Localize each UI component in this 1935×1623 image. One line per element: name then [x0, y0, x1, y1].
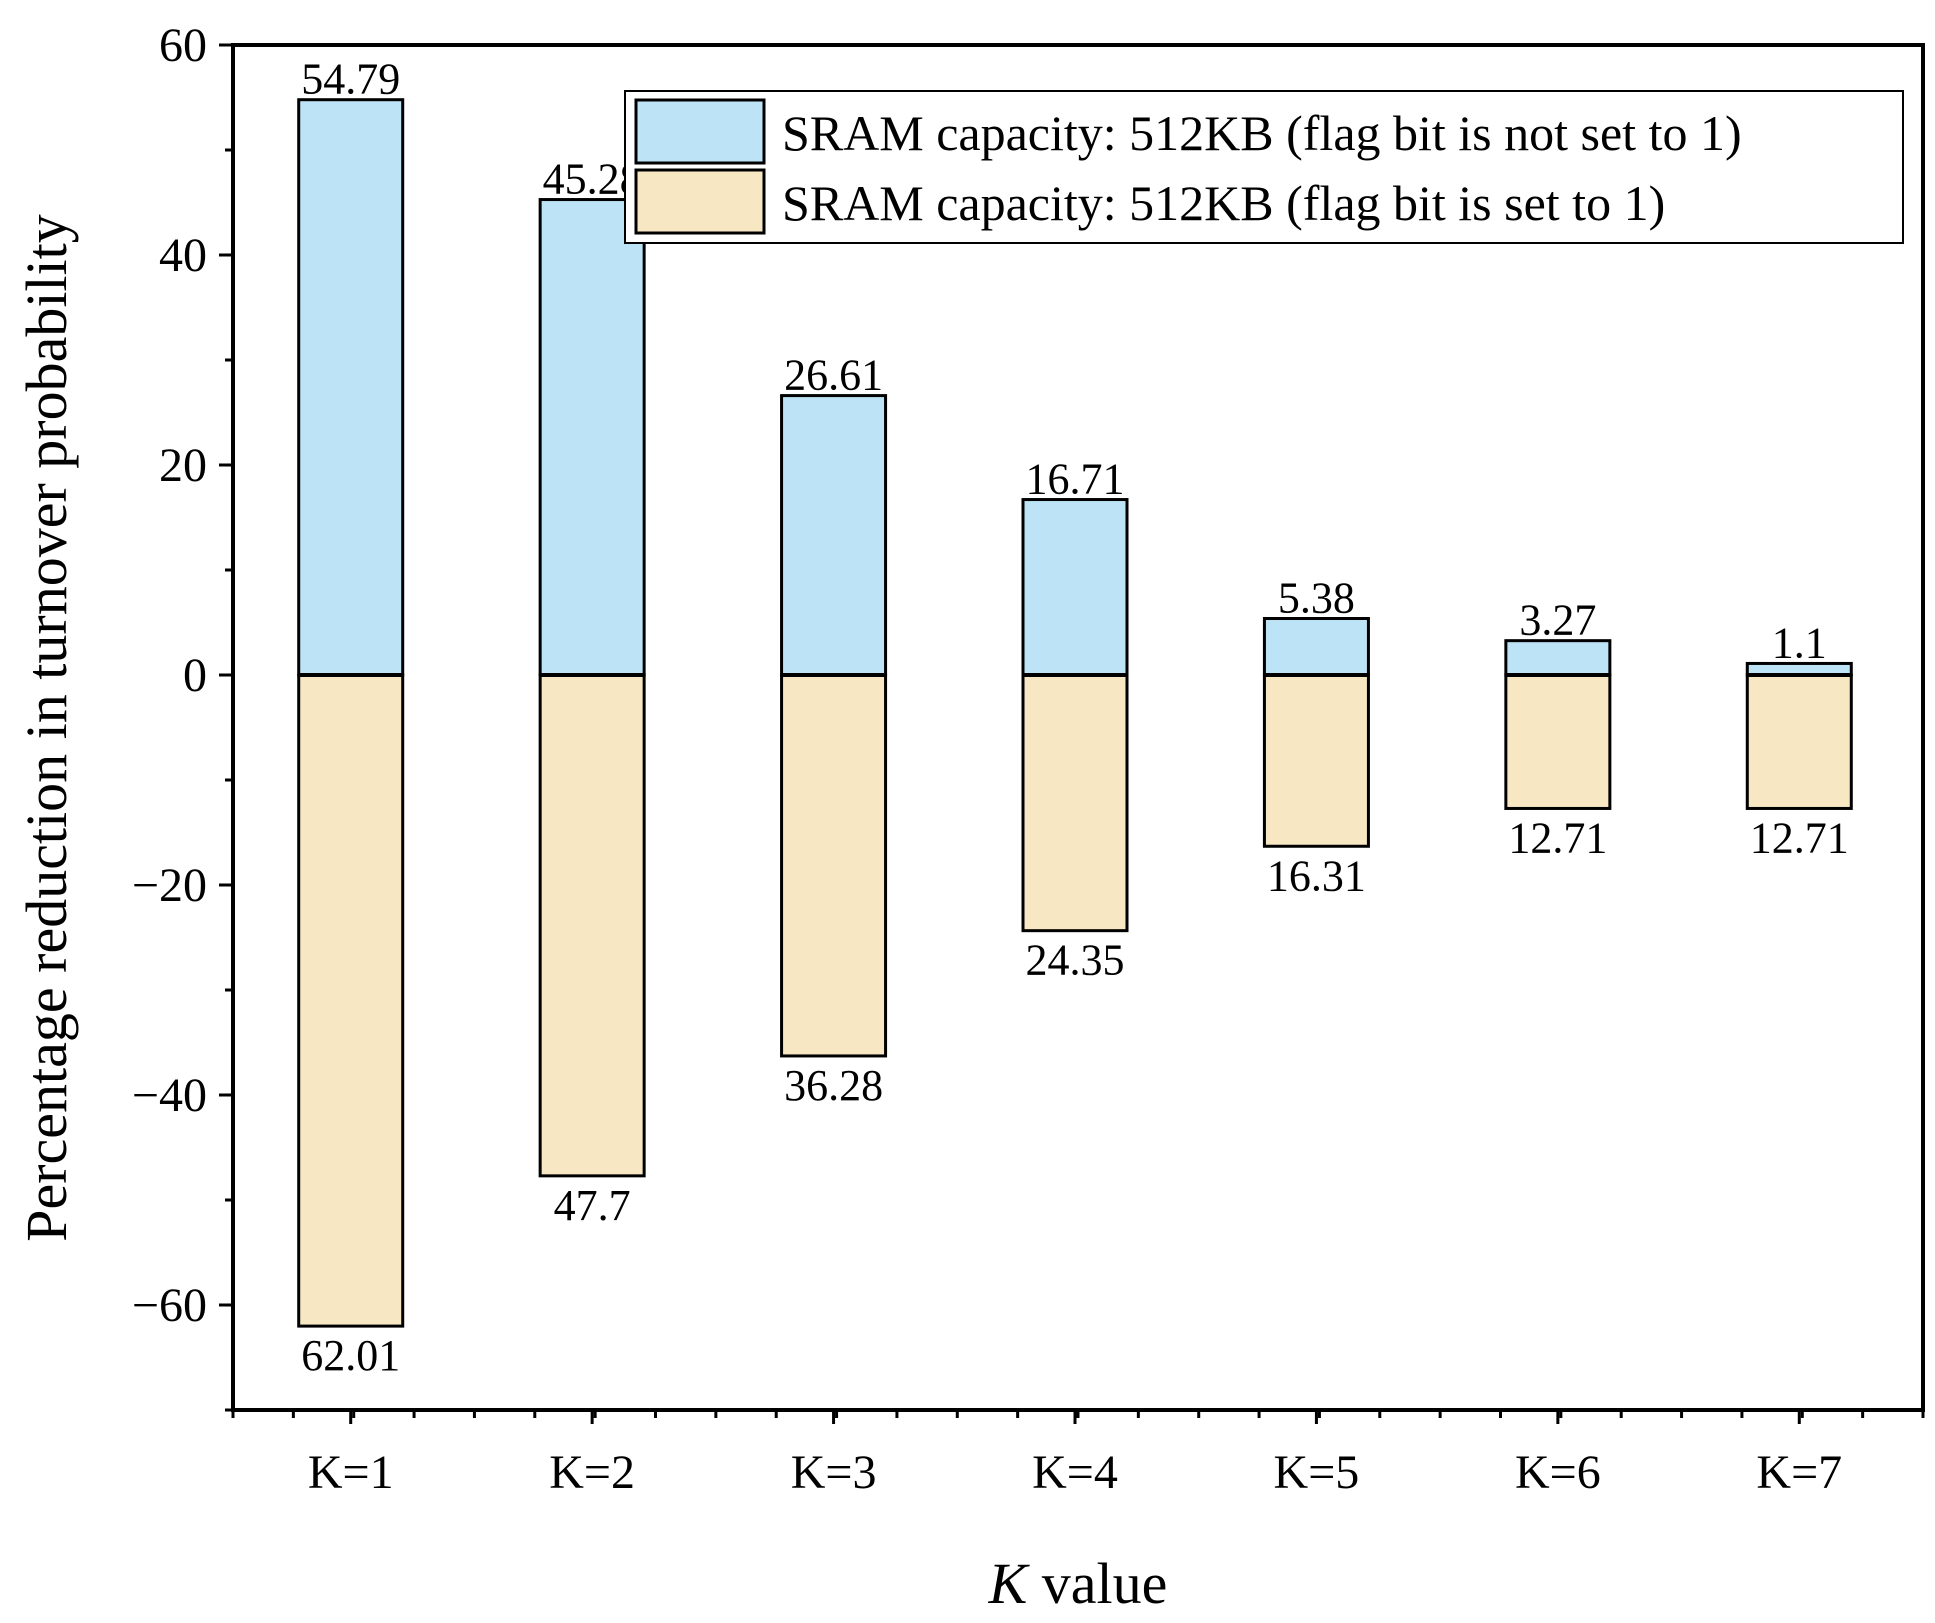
- data-label-not-set-7: 1.1: [1772, 618, 1827, 667]
- data-label-not-set-6: 3.27: [1519, 596, 1596, 645]
- data-label-set-3: 36.28: [784, 1061, 883, 1110]
- legend-label-set: SRAM capacity: 512KB (flag bit is set to…: [782, 175, 1665, 231]
- data-label-set-1: 62.01: [301, 1331, 400, 1380]
- bar-not-set-6: [1504, 639, 1612, 677]
- data-label-set-7: 12.71: [1750, 813, 1849, 862]
- y-tick-label: 60: [159, 19, 207, 72]
- y-tick-label: 0: [183, 649, 207, 702]
- bar-set-4: [1021, 673, 1129, 933]
- bar-set-1: [297, 673, 405, 1328]
- x-tick-label-1: K=1: [308, 1446, 394, 1499]
- legend-swatch-not-set: [634, 98, 766, 165]
- y-axis-title: Percentage reduction in turnover probabi…: [14, 214, 79, 1242]
- bar-not-set-1: [297, 98, 405, 677]
- x-tick-label-5: K=5: [1274, 1446, 1360, 1499]
- bar-not-set-5: [1262, 617, 1370, 677]
- x-axis-title-rest: value: [1027, 1551, 1167, 1616]
- data-label-not-set-5: 5.38: [1278, 574, 1355, 623]
- data-label-set-6: 12.71: [1508, 813, 1607, 862]
- bar-set-5: [1262, 673, 1370, 848]
- data-label-set-2: 47.7: [554, 1181, 631, 1230]
- bar-set-3: [780, 673, 888, 1058]
- bars-layer: [297, 98, 1853, 1328]
- legend-frame: [624, 90, 1904, 244]
- y-tick-label: −40: [132, 1069, 207, 1122]
- y-axis: 60 40 20 0 −20 −40 −60: [132, 19, 233, 1412]
- y-tick-label: 40: [159, 229, 207, 282]
- bar-set-6: [1504, 673, 1612, 810]
- y-tick-label: 20: [159, 439, 207, 492]
- x-tick-label-2: K=2: [549, 1446, 635, 1499]
- bar-not-set-3: [780, 394, 888, 677]
- y-tick-label: −60: [132, 1279, 207, 1332]
- x-axis-title-italic: K: [988, 1551, 1031, 1616]
- data-label-set-4: 24.35: [1026, 936, 1125, 985]
- x-axis: K=1 K=2 K=3 K=4 K=5 K=6 K=7: [231, 1410, 1925, 1499]
- y-tick-label: −20: [132, 859, 207, 912]
- bar-not-set-4: [1021, 498, 1129, 677]
- legend-label-not-set: SRAM capacity: 512KB (flag bit is not se…: [782, 105, 1742, 161]
- data-label-not-set-4: 16.71: [1026, 455, 1125, 504]
- x-axis-title: K value: [988, 1551, 1168, 1616]
- bar-set-7: [1745, 673, 1853, 810]
- bar-not-set-2: [538, 198, 646, 677]
- data-label-set-5: 16.31: [1267, 851, 1366, 900]
- x-tick-label-3: K=3: [791, 1446, 877, 1499]
- bar-set-2: [538, 673, 646, 1178]
- legend-swatch-set: [634, 168, 766, 235]
- data-label-not-set-1: 54.79: [301, 55, 400, 104]
- x-tick-label-4: K=4: [1032, 1446, 1118, 1499]
- legend: SRAM capacity: 512KB (flag bit is not se…: [624, 90, 1904, 244]
- x-tick-label-7: K=7: [1756, 1446, 1842, 1499]
- data-label-not-set-3: 26.61: [784, 351, 883, 400]
- x-tick-label-6: K=6: [1515, 1446, 1601, 1499]
